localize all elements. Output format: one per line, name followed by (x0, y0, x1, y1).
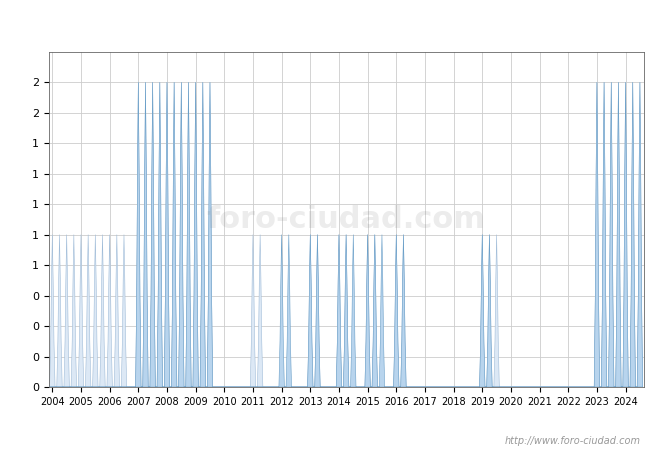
Text: Boadilla del Camino - Evolucion del Nº de Transacciones Inmobiliarias: Boadilla del Camino - Evolucion del Nº d… (70, 16, 580, 31)
Text: http://www.foro-ciudad.com: http://www.foro-ciudad.com (504, 436, 640, 446)
Text: foro-ciudad.com: foro-ciudad.com (207, 205, 486, 234)
Polygon shape (49, 82, 643, 387)
Polygon shape (49, 82, 643, 387)
